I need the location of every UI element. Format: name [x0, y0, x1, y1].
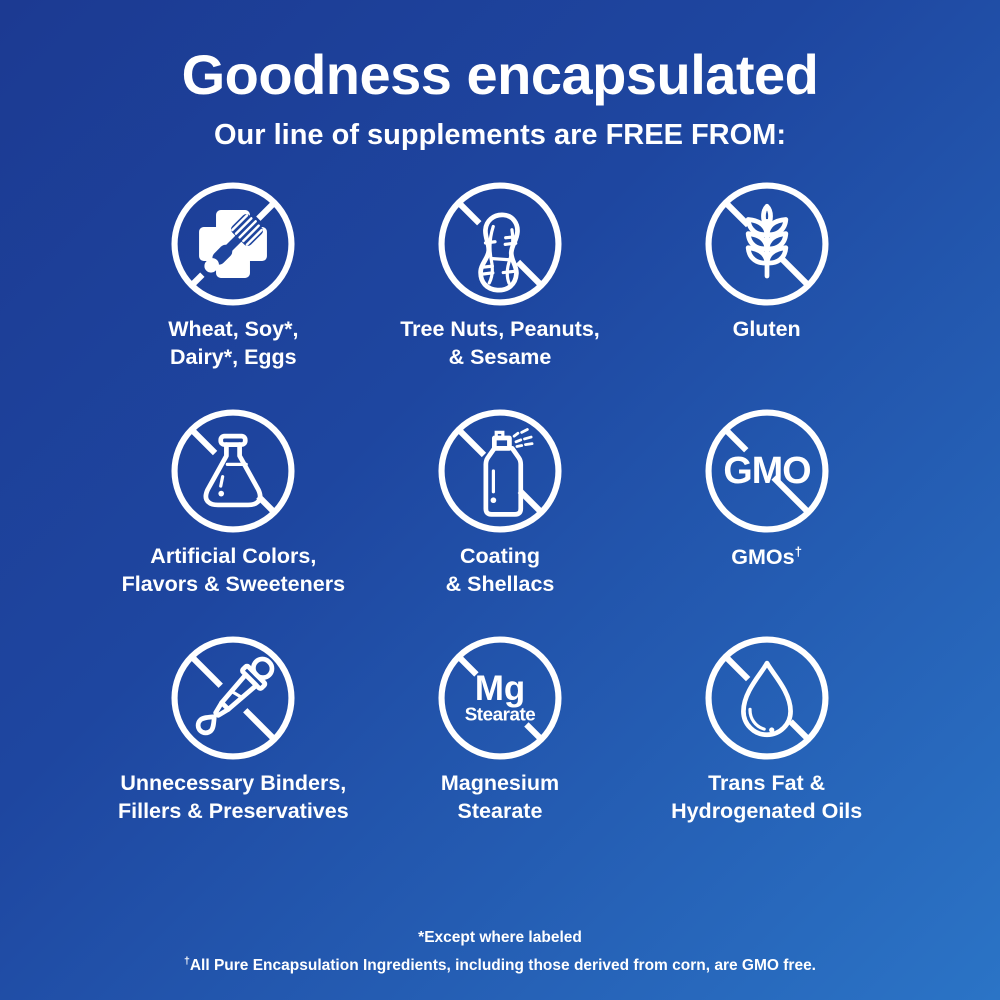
page-title: Goodness encapsulated: [181, 43, 819, 106]
item-label-line2: Dairy*, Eggs: [169, 344, 297, 369]
item-label: Artificial Colors, Flavors & Sweeteners: [122, 543, 345, 598]
item-label-line2: Fillers & Preservatives: [117, 798, 349, 823]
item-label-line1: Wheat, Soy*,: [168, 317, 299, 342]
item-label-line1: Unnecessary Binders,: [120, 771, 347, 796]
grid-item-artificial: Artificial Colors, Flavors & Sweeteners: [100, 405, 367, 632]
mg-badge-text: Mg: [475, 669, 525, 708]
item-label-line1: Gluten: [732, 317, 801, 342]
no-peanut-icon: [438, 182, 562, 306]
item-label-line2: Flavors & Sweeteners: [121, 571, 346, 596]
no-gmo-icon: GMO: [705, 409, 829, 533]
footnote-dagger: †All Pure Encapsulation Ingredients, inc…: [183, 955, 816, 975]
page-subtitle: Our line of supplements are FREE FROM:: [213, 118, 786, 151]
grid-item-gluten: Gluten: [633, 178, 900, 405]
no-spray-can-icon: [438, 409, 562, 533]
grid-item-allergens: Wheat, Soy*, Dairy*, Eggs: [100, 178, 367, 405]
item-label: Tree Nuts, Peanuts, & Sesame: [400, 316, 600, 371]
footnotes: *Except where labeled †All Pure Encapsul…: [0, 929, 1000, 1000]
grid-item-coating: Coating & Shellacs: [367, 405, 634, 632]
item-label: Wheat, Soy*, Dairy*, Eggs: [168, 316, 298, 371]
item-label-line2: & Shellacs: [445, 571, 555, 596]
item-label: Trans Fat & Hydrogenated Oils: [671, 770, 862, 825]
no-dropper-icon: [171, 636, 295, 760]
no-mg-stearate-icon: Mg Stearate: [438, 636, 562, 760]
item-label-line1: Tree Nuts, Peanuts,: [400, 317, 600, 342]
item-label-line1: Artificial Colors,: [150, 544, 317, 569]
grid-item-binders: Unnecessary Binders, Fillers & Preservat…: [100, 632, 367, 859]
grid-item-gmo: GMO GMOs†: [633, 405, 900, 632]
no-oil-drop-icon: [705, 636, 829, 760]
item-label-line1: Coating: [459, 544, 540, 569]
item-label: Coating & Shellacs: [446, 543, 555, 598]
item-label-line1: Magnesium: [440, 771, 560, 796]
stearate-badge-text: Stearate: [465, 704, 536, 725]
item-label: Unnecessary Binders, Fillers & Preservat…: [118, 770, 349, 825]
item-label: GMOs†: [731, 543, 802, 572]
grid-item-trans-fat: Trans Fat & Hydrogenated Oils: [633, 632, 900, 859]
grid-item-mg-stearate: Mg Stearate Magnesium Stearate: [367, 632, 634, 859]
free-from-grid: Wheat, Soy*, Dairy*, Eggs: [100, 178, 900, 859]
no-flask-icon: [171, 409, 295, 533]
item-label-line1: GMOs†: [731, 544, 803, 570]
header: Goodness encapsulated Our line of supple…: [0, 0, 1000, 150]
item-label-line2: & Sesame: [448, 344, 552, 369]
item-label-line2: Stearate: [457, 798, 543, 823]
footnote-asterisk: *Except where labeled: [418, 928, 582, 946]
item-label-line2: Hydrogenated Oils: [671, 798, 863, 823]
gmo-badge-text: GMO: [723, 449, 810, 491]
item-label-line1: Trans Fat &: [708, 771, 826, 796]
grid-item-nuts: Tree Nuts, Peanuts, & Sesame: [367, 178, 634, 405]
dagger-mark: †: [183, 955, 190, 968]
no-cross-fork-icon: [171, 182, 295, 306]
no-wheat-icon: [705, 182, 829, 306]
dagger-mark: †: [794, 544, 803, 560]
item-label: Gluten: [733, 316, 801, 344]
item-label: Magnesium Stearate: [441, 770, 559, 825]
